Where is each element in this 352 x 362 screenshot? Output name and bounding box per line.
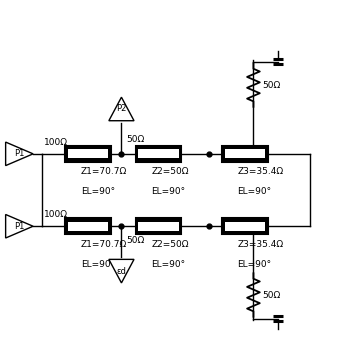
Polygon shape bbox=[109, 97, 134, 121]
Polygon shape bbox=[6, 142, 33, 166]
Polygon shape bbox=[109, 259, 134, 283]
Text: εd: εd bbox=[117, 267, 126, 275]
Text: Z3=35.4Ω: Z3=35.4Ω bbox=[238, 167, 284, 176]
Text: Z1=70.7Ω: Z1=70.7Ω bbox=[81, 240, 127, 249]
Text: EL=90°: EL=90° bbox=[238, 260, 272, 269]
Bar bbox=[222, 218, 268, 235]
Text: Z2=50Ω: Z2=50Ω bbox=[151, 167, 189, 176]
Text: EL=90°: EL=90° bbox=[151, 260, 186, 269]
Text: 50Ω: 50Ω bbox=[262, 81, 281, 89]
Bar bbox=[136, 146, 181, 162]
Bar bbox=[65, 146, 111, 162]
Bar bbox=[68, 222, 108, 231]
Text: 50Ω: 50Ω bbox=[127, 236, 145, 245]
Polygon shape bbox=[6, 214, 33, 238]
Text: 100Ω: 100Ω bbox=[44, 138, 68, 147]
Text: Z1=70.7Ω: Z1=70.7Ω bbox=[81, 167, 127, 176]
Bar bbox=[225, 222, 265, 231]
Text: EL=90°: EL=90° bbox=[238, 188, 272, 196]
Text: EL=90°: EL=90° bbox=[81, 260, 115, 269]
Text: P1: P1 bbox=[14, 222, 25, 231]
Bar bbox=[138, 222, 178, 231]
Text: EL=90°: EL=90° bbox=[151, 188, 186, 196]
Bar bbox=[138, 149, 178, 159]
Bar bbox=[68, 149, 108, 159]
Text: Z3=35.4Ω: Z3=35.4Ω bbox=[238, 240, 284, 249]
Text: Z2=50Ω: Z2=50Ω bbox=[151, 240, 189, 249]
Bar bbox=[65, 218, 111, 235]
Text: 50Ω: 50Ω bbox=[127, 135, 145, 144]
Text: 100Ω: 100Ω bbox=[44, 210, 68, 219]
Bar bbox=[136, 218, 181, 235]
Bar bbox=[222, 146, 268, 162]
Text: P2: P2 bbox=[116, 105, 127, 113]
Text: P1: P1 bbox=[14, 150, 25, 158]
Bar bbox=[225, 149, 265, 159]
Text: EL=90°: EL=90° bbox=[81, 188, 115, 196]
Text: 50Ω: 50Ω bbox=[262, 291, 281, 299]
